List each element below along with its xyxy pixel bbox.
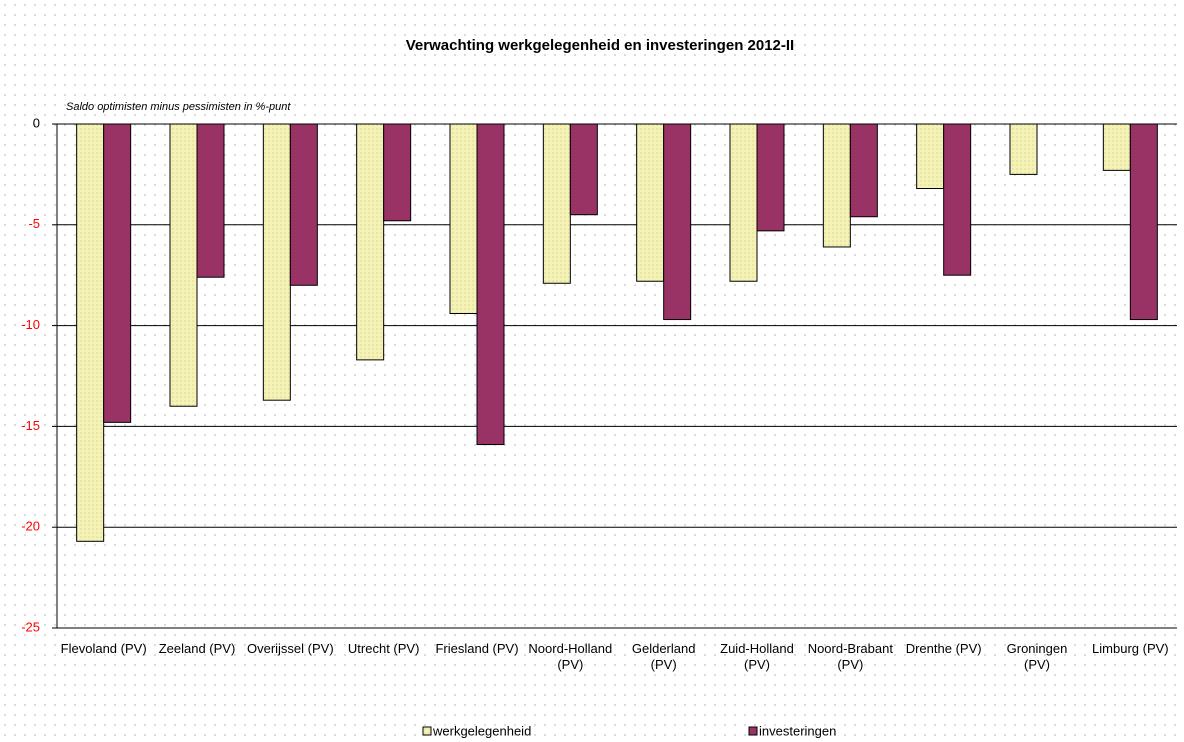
bar xyxy=(849,123,878,218)
x-tick-label: Flevoland (PV) xyxy=(61,641,147,656)
bar xyxy=(383,123,412,222)
bar xyxy=(1129,123,1158,321)
legend-swatch xyxy=(748,726,758,736)
bar xyxy=(916,123,945,190)
x-tick-label: Utrecht (PV) xyxy=(348,641,420,656)
x-tick-label: Zeeland (PV) xyxy=(159,641,236,656)
bar xyxy=(822,123,851,248)
bar xyxy=(663,123,692,321)
y-tick-label: 0 xyxy=(33,115,40,130)
bar xyxy=(76,123,105,542)
bar xyxy=(262,123,291,401)
subtitle: Saldo optimisten minus pessimisten in %-… xyxy=(66,101,291,113)
x-tick-label: Friesland (PV) xyxy=(435,641,518,656)
x-tick-label: Zuid-Holland (PV) xyxy=(720,641,794,672)
bar xyxy=(103,123,132,423)
bar xyxy=(569,123,598,216)
bar xyxy=(476,123,505,446)
bar xyxy=(169,123,198,407)
bar xyxy=(943,123,972,276)
bar xyxy=(449,123,478,315)
bar xyxy=(1102,123,1131,171)
legend-swatch xyxy=(422,726,432,736)
x-tick-label: Gelderland (PV) xyxy=(632,641,696,672)
y-tick-label: -25 xyxy=(21,619,40,634)
legend-label: investeringen xyxy=(759,723,836,738)
x-tick-label: Noord-Brabant (PV) xyxy=(808,641,894,672)
bar xyxy=(356,123,385,361)
legend-label: werkgelegenheid xyxy=(432,723,531,738)
bar xyxy=(756,123,785,232)
bar xyxy=(1009,123,1038,175)
bar xyxy=(289,123,318,286)
bar xyxy=(729,123,758,282)
x-tick-label: Groningen (PV) xyxy=(1007,641,1068,672)
chart-title: Verwachting werkgelegenheid en investeri… xyxy=(406,37,794,54)
bar xyxy=(196,123,225,278)
bar xyxy=(636,123,665,282)
x-tick-label: Overijssel (PV) xyxy=(247,641,334,656)
x-tick-label: Noord-Holland (PV) xyxy=(528,641,612,672)
x-tick-label: Limburg (PV) xyxy=(1092,641,1169,656)
y-tick-label: -20 xyxy=(21,519,40,534)
x-tick-label: Drenthe (PV) xyxy=(906,641,982,656)
bar xyxy=(542,123,571,284)
y-tick-label: -10 xyxy=(21,317,40,332)
y-tick-label: -15 xyxy=(21,418,40,433)
y-tick-label: -5 xyxy=(28,216,40,231)
